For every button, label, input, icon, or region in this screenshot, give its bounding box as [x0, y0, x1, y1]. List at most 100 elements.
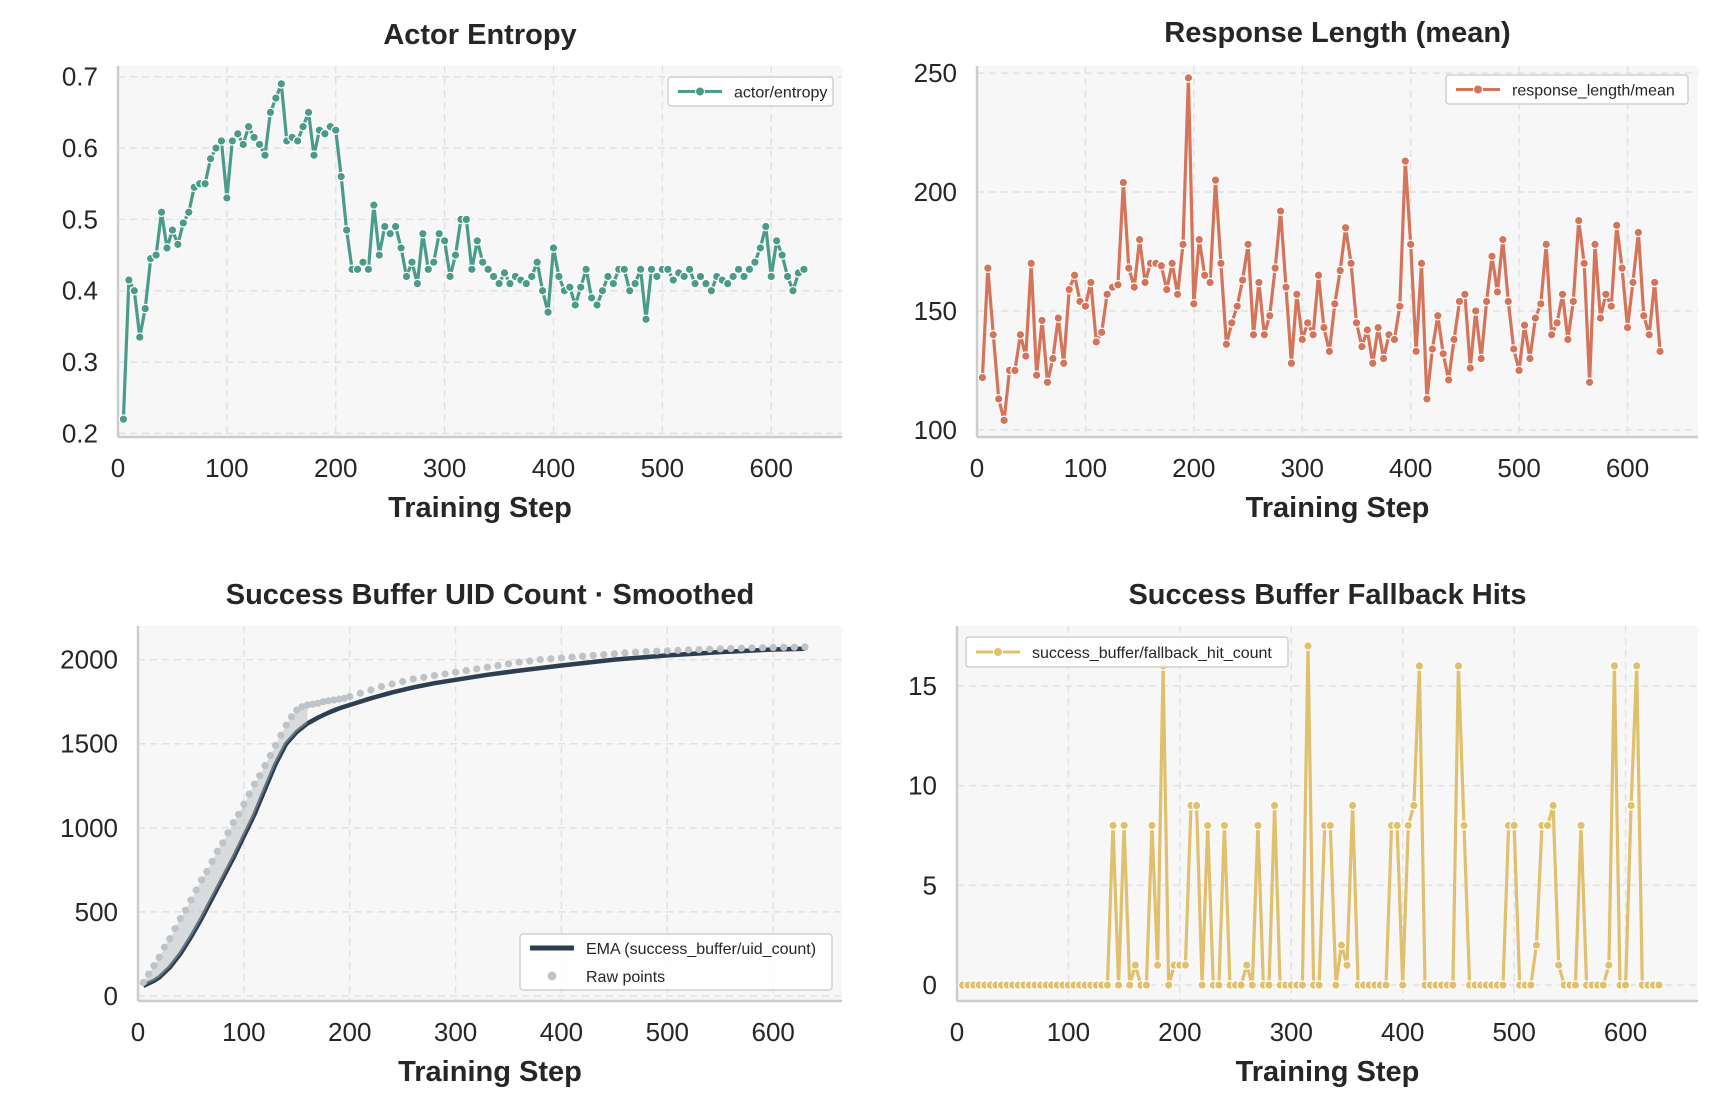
data-point — [1325, 820, 1336, 831]
data-point — [303, 107, 314, 118]
data-point — [1180, 960, 1191, 970]
data-point — [1503, 296, 1514, 307]
data-point — [1531, 940, 1542, 950]
legend-key — [547, 971, 557, 981]
y-tick-label: 1500 — [60, 729, 118, 759]
data-point — [1118, 177, 1129, 188]
x-tick-label: 500 — [1497, 453, 1540, 483]
data-point — [298, 121, 308, 132]
legend-label: EMA (success_buffer/uid_count) — [586, 941, 816, 958]
raw-point — [759, 644, 767, 652]
raw-point — [144, 970, 153, 978]
x-tick-label: 100 — [205, 453, 248, 483]
data-point — [1542, 820, 1553, 831]
data-point — [1102, 980, 1113, 990]
y-tick-label: 0.3 — [62, 347, 98, 377]
data-point — [1329, 299, 1340, 309]
y-tick-label: 200 — [914, 177, 957, 207]
data-point — [988, 329, 999, 340]
legend-box — [667, 76, 834, 107]
data-point — [216, 136, 227, 146]
data-point — [1487, 251, 1497, 262]
data-point — [499, 268, 510, 278]
raw-point — [494, 661, 502, 670]
data-point — [1541, 239, 1552, 250]
x-tick-label: 600 — [751, 1017, 794, 1047]
data-point — [1313, 270, 1324, 281]
raw-point — [187, 896, 195, 904]
data-point — [1221, 339, 1232, 350]
raw-point — [155, 953, 163, 961]
data-point — [744, 264, 755, 275]
data-point — [1611, 220, 1622, 231]
plot-area — [957, 626, 1698, 1001]
data-point — [412, 278, 423, 289]
data-point — [1579, 258, 1589, 269]
data-point — [232, 128, 243, 139]
data-point — [178, 218, 189, 228]
legend: success_buffer/fallback_hit_count — [965, 636, 1289, 668]
data-point — [570, 300, 581, 310]
raw-point — [303, 701, 311, 709]
data-point — [1492, 287, 1503, 297]
x-tick-label: 600 — [1606, 453, 1649, 483]
data-point — [1286, 358, 1297, 369]
chart-panel-4: 0 100 200 300 400 500 600 0 5 10 15 Success Buffer … — [908, 579, 1698, 1088]
raw-point — [420, 673, 428, 681]
data-point — [1576, 820, 1586, 831]
data-point — [129, 285, 140, 296]
data-point — [1633, 227, 1644, 238]
data-point — [118, 414, 129, 424]
data-point — [1189, 299, 1199, 309]
x-tick-label: 200 — [1172, 453, 1215, 483]
data-point — [461, 214, 472, 225]
data-point — [1454, 296, 1465, 307]
data-point — [1649, 277, 1660, 288]
data-point — [1400, 156, 1411, 166]
data-point — [1324, 346, 1335, 357]
data-point — [1638, 310, 1649, 321]
data-point — [445, 271, 455, 282]
raw-point — [653, 647, 661, 655]
legend-label: Raw points — [586, 969, 665, 986]
y-tick-label: 10 — [908, 771, 937, 801]
data-point — [1124, 980, 1135, 990]
x-tick-label: 300 — [1281, 453, 1324, 483]
raw-point — [684, 646, 693, 654]
data-point — [488, 271, 499, 282]
data-point — [276, 79, 287, 89]
data-point — [1438, 348, 1449, 359]
data-point — [1481, 296, 1492, 307]
data-point — [1264, 980, 1274, 990]
data-point — [608, 278, 619, 289]
raw-point — [139, 978, 147, 987]
plot-marks — [957, 641, 1664, 990]
data-point — [684, 264, 695, 275]
raw-point — [589, 651, 597, 660]
data-point — [1362, 325, 1373, 335]
data-point — [597, 285, 608, 296]
raw-point — [536, 656, 544, 664]
data-point — [603, 271, 613, 282]
raw-point — [473, 665, 481, 673]
data-point — [483, 264, 493, 275]
raw-point — [367, 686, 375, 694]
data-point — [690, 278, 700, 289]
data-point — [1525, 353, 1535, 364]
raw-point — [451, 668, 460, 676]
data-point — [1292, 289, 1302, 300]
chart-panel-3: 0 100 200 300 400 500 600 0 500 1000 1500 2000 Succe… — [60, 579, 842, 1088]
raw-point — [409, 675, 417, 683]
raw-point — [234, 810, 243, 818]
raw-point — [737, 644, 746, 652]
data-point — [1123, 263, 1134, 273]
raw-point — [441, 670, 449, 678]
data-point — [1631, 661, 1642, 671]
data-point — [1340, 222, 1351, 233]
chart-title: Response Length (mean) — [1164, 17, 1510, 49]
data-point — [1378, 353, 1389, 364]
data-point — [1460, 289, 1470, 300]
data-point — [1470, 306, 1481, 316]
data-point — [1498, 980, 1508, 990]
data-point — [1319, 322, 1329, 333]
